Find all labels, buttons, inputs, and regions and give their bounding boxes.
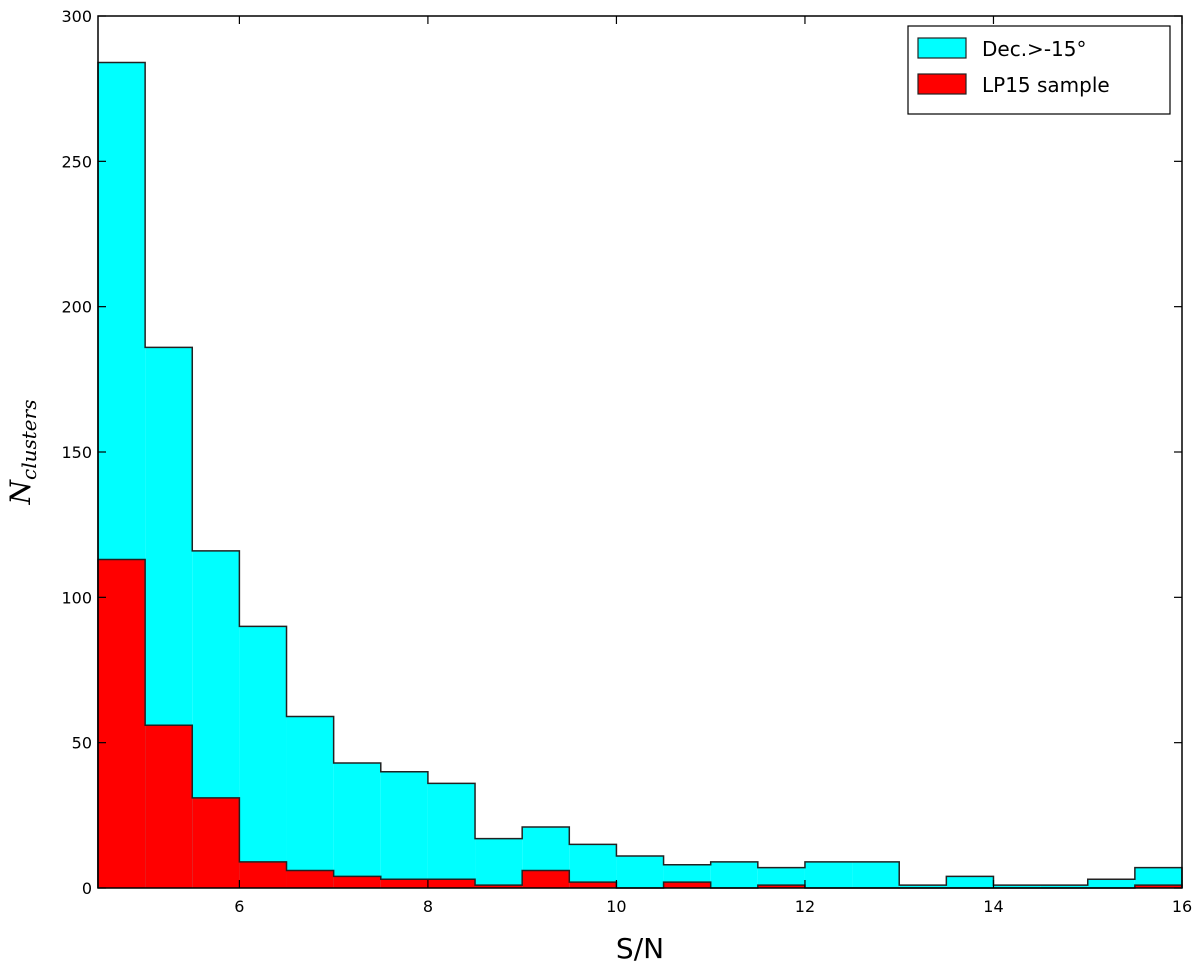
series-2-bar [333, 876, 381, 888]
legend-label: LP15 sample [982, 73, 1110, 97]
legend-label: Dec.>-15° [982, 37, 1086, 61]
series-2-bar [1134, 885, 1182, 888]
legend-swatch [917, 73, 967, 95]
x-tick-label: 12 [795, 897, 815, 916]
series-2-bar [192, 797, 240, 888]
series-1-bar [616, 856, 664, 888]
ticks-layer: 6 8 10 12 14 16 0 50 100 150 200 250 300 [61, 7, 1192, 916]
series-1-bar [380, 771, 428, 888]
series-1-bar [710, 861, 758, 888]
y-tick-label: 300 [61, 7, 92, 26]
x-tick-label: 8 [423, 897, 433, 916]
series-2-bar [522, 870, 570, 888]
series-2-bar [757, 885, 805, 888]
series-2-bar [569, 882, 617, 888]
series-2-bar [427, 879, 476, 888]
series-2-bar [239, 861, 287, 888]
series-1-bar [757, 867, 805, 888]
y-axis-label: Nclusters [4, 400, 41, 506]
y-axis-label-sub: clusters [17, 400, 41, 480]
series-1-bar [1040, 885, 1088, 888]
y-tick-label: 250 [61, 152, 92, 171]
series-1-bar [569, 844, 617, 888]
bars-layer [97, 61, 1183, 889]
series-2-bar [98, 559, 146, 888]
x-tick-label: 16 [1172, 897, 1192, 916]
x-tick-label: 14 [983, 897, 1003, 916]
x-axis-label: S/N [616, 932, 664, 964]
y-tick-label: 100 [61, 588, 92, 607]
series-1-bar [804, 861, 853, 888]
x-tick-label: 6 [234, 897, 244, 916]
series-1-bar [333, 763, 381, 888]
y-tick-label: 150 [61, 443, 92, 462]
y-tick-label: 200 [61, 298, 92, 317]
series-1-bar [852, 861, 900, 888]
series-1-bar [1087, 879, 1135, 888]
series-1-bar [475, 838, 523, 888]
y-axis-label-main: N [4, 478, 37, 505]
series-2-bar [663, 882, 711, 888]
series-1-bar [899, 885, 947, 888]
series-1-group [97, 61, 1183, 889]
series-2-bar [286, 870, 334, 888]
series-1-bar [1134, 867, 1182, 888]
y-tick-label: 50 [72, 734, 92, 753]
legend-swatch [917, 37, 967, 59]
series-1-bar [239, 626, 287, 888]
series-1-bar [286, 716, 334, 888]
y-tick-label: 0 [82, 879, 92, 898]
series-2-bar [475, 885, 523, 888]
x-tick-label: 10 [606, 897, 626, 916]
series-1-bar [946, 876, 994, 888]
series-2-bar [145, 725, 193, 888]
series-2-bar [380, 879, 428, 888]
series-1-bar [427, 783, 476, 888]
series-1-bar [993, 885, 1041, 888]
legend: Dec.>-15° LP15 sample [907, 25, 1171, 115]
